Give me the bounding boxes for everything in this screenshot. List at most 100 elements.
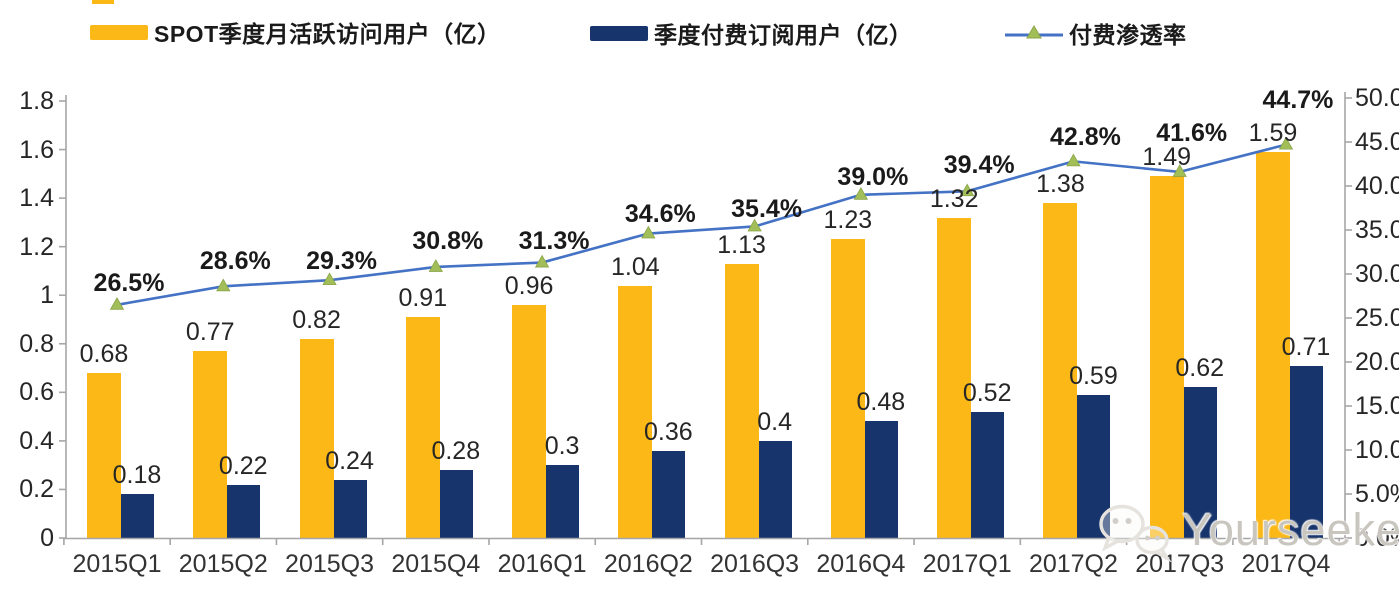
right-axis-tick-label: 0.0% [1355,524,1399,552]
bar-mau [87,372,121,538]
bar-mau [830,239,865,538]
bar-mau [512,304,547,538]
left-axis-tick-label: 0.2 [19,475,54,504]
penetration-marker [959,183,975,197]
x-axis-category-label: 2015Q2 [178,550,268,578]
penetration-marker [747,218,762,232]
bar-label-subscribers: 0.62 [1175,354,1225,383]
penetration-label: 34.6% [624,199,696,228]
x-axis-category-label: 2016Q2 [603,550,693,578]
bar-subscribers [1183,387,1217,538]
right-axis-tick-label: 25.0% [1355,304,1399,332]
clipped-element-fragment [92,0,114,4]
bar-subscribers [439,470,473,538]
bar-subscribers [333,479,367,538]
left-axis-tick-label: 1.6 [19,135,54,164]
left-axis-tick-label: 1.8 [19,87,54,115]
bar-label-mau: 0.82 [292,305,341,334]
bar-mau [1255,151,1290,538]
x-axis-category-label: 2016Q3 [710,550,800,578]
right-axis-tick-label: 35.0% [1355,216,1399,244]
bar-label-subscribers: 0.28 [431,437,481,466]
bar-subscribers [758,440,792,538]
right-axis-tick-label: 10.0% [1355,436,1399,464]
right-axis-tick-label: 40.0% [1355,172,1399,200]
penetration-label: 42.8% [1049,123,1121,152]
left-axis-tick-label: 0 [40,524,54,552]
bar-label-subscribers: 0.18 [112,461,162,490]
bar-label-subscribers: 0.3 [544,432,580,461]
penetration-label: 29.3% [306,247,377,276]
penetration-marker [428,259,443,272]
legend-item-mau: SPOT季度月活跃访问用户（亿） [90,15,501,49]
bar-label-mau: 1.13 [717,230,766,259]
right-axis-tick-label: 50.0% [1355,84,1399,112]
bar-subscribers [1289,365,1323,538]
x-axis-category-label: 2017Q2 [1028,550,1118,578]
bar-mau [1043,202,1078,538]
left-axis-tick-label: 0.6 [19,378,54,407]
bar-label-mau: 1.23 [823,206,873,235]
x-axis-category-label: 2017Q3 [1135,550,1225,578]
bar-mau [405,317,440,538]
penetration-marker [1066,153,1081,167]
penetration-label: 26.5% [93,268,165,297]
bar-label-mau: 1.49 [1142,143,1192,172]
legend-item-penetration: 付费渗透率 [1005,16,1187,50]
penetration-label: 39.0% [837,162,909,191]
x-axis-category-label: 2016Q1 [497,550,587,578]
legend-item-subscribers: 季度付费订阅用户（亿） [590,16,913,50]
penetration-marker [109,296,125,310]
bar-subscribers [227,484,261,538]
left-axis-tick-label: 1 [40,281,54,310]
bar-subscribers [864,421,898,538]
penetration-marker [534,254,550,268]
penetration-label: 44.7% [1262,85,1334,114]
left-axis-tick-label: 1.4 [19,184,54,213]
bar-label-subscribers: 0.52 [962,378,1012,407]
penetration-marker [641,225,656,239]
bar-label-mau: 0.68 [79,339,129,368]
bar-label-mau: 1.38 [1036,169,1085,198]
penetration-marker [322,272,337,286]
penetration-marker [1172,164,1187,177]
bar-mau [1149,176,1184,538]
bar-mau [618,285,653,538]
bar-mau [724,263,759,538]
penetration-label: 39.4% [943,151,1015,180]
x-axis-category-label: 2017Q4 [1241,550,1331,578]
right-axis-tick-label: 5.0% [1355,480,1399,508]
bar-subscribers [546,465,580,538]
penetration-marker [1278,136,1294,150]
left-axis-tick-label: 1.2 [19,232,54,261]
x-axis-category-label: 2015Q1 [72,550,162,578]
bar-label-mau: 1.59 [1248,118,1298,147]
bar-mau [193,351,228,538]
bar-subscribers [121,494,154,538]
bar-label-mau: 0.77 [185,318,235,347]
penetration-marker [216,278,231,292]
legend-swatch-subscribers-bar [590,25,648,41]
penetration-label: 31.3% [518,226,590,255]
legend-swatch-mau-bar [90,24,148,40]
penetration-label: 30.8% [412,226,484,255]
bar-label-mau: 1.32 [929,184,979,213]
bar-label-subscribers: 0.22 [218,451,268,480]
legend-label-subscribers: 季度付费订阅用户（亿） [654,22,913,48]
x-axis-category-label: 2015Q4 [391,550,481,578]
right-axis-tick-label: 20.0% [1355,348,1399,376]
right-axis-tick-label: 45.0% [1355,128,1399,156]
left-axis-tick-label: 0.8 [19,329,54,358]
bar-label-subscribers: 0.71 [1281,332,1331,361]
x-axis-category-label: 2016Q4 [816,550,906,578]
bar-label-subscribers: 0.24 [325,446,374,475]
penetration-label: 28.6% [199,247,271,276]
x-axis-category-label: 2017Q1 [922,550,1012,578]
bar-label-mau: 1.04 [611,252,660,281]
bar-label-subscribers: 0.48 [856,388,906,417]
bar-label-subscribers: 0.4 [757,407,792,436]
legend-label-mau: SPOT季度月活跃访问用户（亿） [154,21,501,47]
bar-subscribers [971,411,1005,538]
